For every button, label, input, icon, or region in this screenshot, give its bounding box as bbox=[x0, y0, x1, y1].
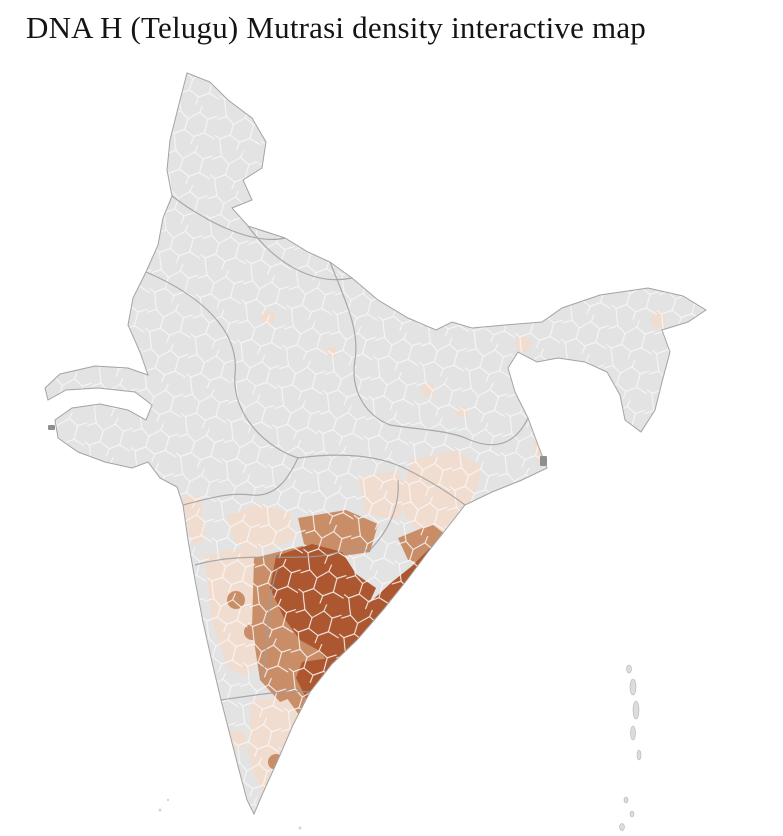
india-outline bbox=[44, 72, 707, 816]
district-grid-overlay bbox=[45, 73, 706, 814]
lakshadweep-islands[interactable] bbox=[158, 798, 302, 830]
page-title: DNA H (Telugu) Mutrasi density interacti… bbox=[26, 10, 646, 45]
india-map[interactable] bbox=[44, 72, 707, 831]
state-borders bbox=[145, 195, 529, 701]
andaman-nicobar-islands[interactable] bbox=[619, 664, 642, 831]
city-markers[interactable] bbox=[48, 425, 547, 466]
